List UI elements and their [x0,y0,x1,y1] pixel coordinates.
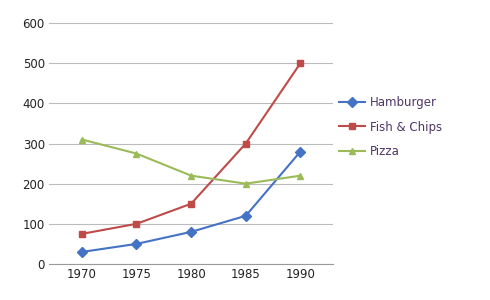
Line: Fish & Chips: Fish & Chips [78,60,304,237]
Fish & Chips [133,222,139,226]
Pizza [188,174,194,177]
Hamburger [243,214,249,217]
Pizza [243,182,249,185]
Pizza [297,174,303,177]
Pizza [79,138,85,141]
Line: Pizza: Pizza [78,136,304,187]
Fish & Chips [188,202,194,206]
Hamburger [297,150,303,153]
Hamburger [133,242,139,246]
Pizza [133,152,139,155]
Fish & Chips [243,142,249,145]
Hamburger [188,230,194,234]
Fish & Chips [297,61,303,65]
Legend: Hamburger, Fish & Chips, Pizza: Hamburger, Fish & Chips, Pizza [339,96,442,158]
Fish & Chips [79,232,85,236]
Hamburger [79,250,85,254]
Line: Hamburger: Hamburger [78,148,304,255]
